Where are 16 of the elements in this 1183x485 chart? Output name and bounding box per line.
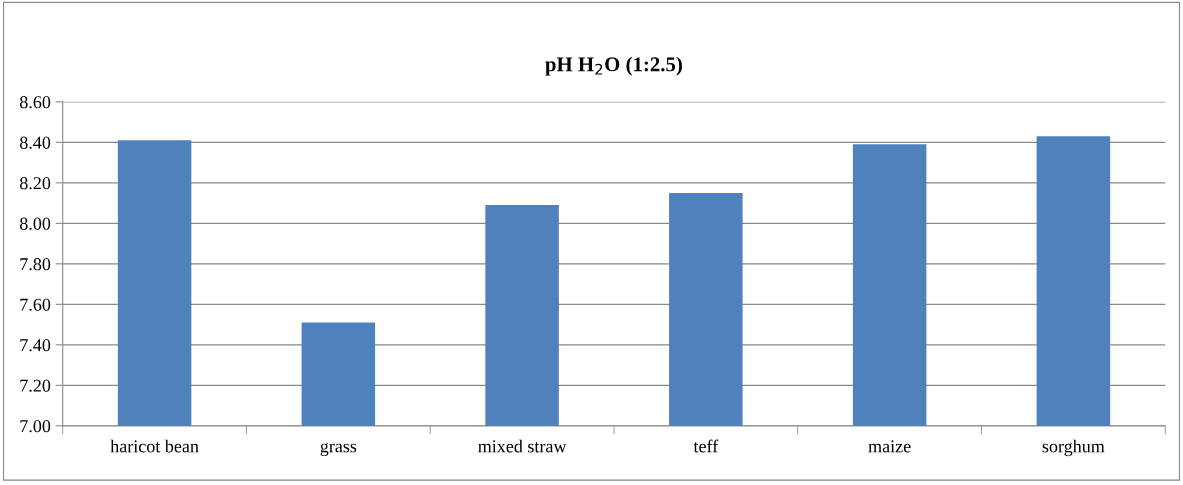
x-tick-label: grass	[320, 442, 357, 457]
x-tick-label: teff	[693, 439, 719, 453]
y-tick-label: 8.20	[19, 177, 51, 190]
x-tick-label: sorghum	[1042, 439, 1105, 457]
y-tick-label: 7.80	[20, 258, 51, 271]
x-tick-label: maize	[868, 440, 911, 453]
x-tick-label: mixed straw	[478, 439, 567, 453]
y-tick-label: 7.40	[20, 339, 51, 352]
y-tick-label: 8.40	[19, 136, 51, 149]
y-tick-label: 7.60	[20, 298, 51, 311]
y-tick-label: 7.20	[20, 379, 51, 392]
chart-title: pH H$_{2}$O (1:2.5)	[545, 56, 682, 76]
x-tick-label: haricot bean	[110, 439, 199, 453]
y-tick-label: 7.00	[20, 420, 51, 433]
y-tick-label: 8.00	[19, 217, 51, 230]
y-tick-label: 8.60	[19, 96, 51, 109]
